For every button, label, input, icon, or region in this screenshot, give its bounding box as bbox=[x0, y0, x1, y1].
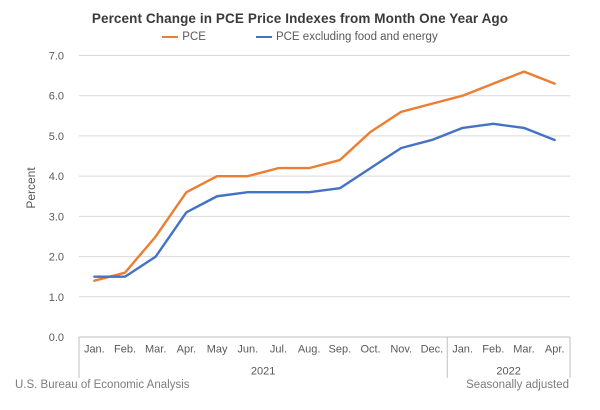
core-pce-line-marker-icon bbox=[255, 35, 272, 39]
x-tick-label: Sep. bbox=[329, 344, 352, 356]
x-tick-label: Dec. bbox=[421, 344, 444, 356]
legend-item-core-pce: PCE excluding food and energy bbox=[255, 31, 438, 43]
chart-legend: PCE PCE excluding food and energy bbox=[0, 31, 600, 43]
year-label: 2022 bbox=[496, 366, 520, 378]
y-tick-label: 1.0 bbox=[49, 292, 64, 304]
x-tick-label: Feb. bbox=[482, 344, 504, 356]
y-tick-label: 0.0 bbox=[49, 332, 64, 344]
x-tick-label: Mar. bbox=[145, 344, 166, 356]
x-tick-label: May bbox=[207, 344, 228, 356]
chart-title: Percent Change in PCE Price Indexes from… bbox=[91, 11, 509, 26]
pce-line-marker-icon bbox=[162, 35, 179, 39]
source-note: U.S. Bureau of Economic Analysis bbox=[15, 379, 190, 391]
x-tick-label: Oct. bbox=[360, 344, 380, 356]
y-tick-label: 4.0 bbox=[49, 171, 64, 183]
y-tick-label: 7.0 bbox=[49, 51, 64, 63]
y-tick-label: 6.0 bbox=[49, 91, 64, 103]
y-axis-title: Percent bbox=[24, 167, 38, 209]
x-tick-label: Jul. bbox=[270, 344, 287, 356]
legend-label-pce: PCE bbox=[182, 31, 206, 43]
x-tick-label: Nov. bbox=[390, 344, 412, 356]
x-tick-label: Mar. bbox=[513, 344, 534, 356]
series-line-pce bbox=[93, 70, 556, 282]
legend-label-core-pce: PCE excluding food and energy bbox=[275, 31, 438, 43]
x-tick-label: Jun. bbox=[237, 344, 258, 356]
y-tick-label: 5.0 bbox=[49, 131, 64, 143]
series-line-core-pce bbox=[93, 122, 556, 278]
x-tick-label: Apr. bbox=[545, 344, 565, 356]
year-label: 2021 bbox=[251, 366, 275, 378]
adjustment-note: Seasonally adjusted bbox=[466, 379, 569, 391]
x-tick-label: Jan. bbox=[452, 344, 473, 356]
y-tick-label: 2.0 bbox=[49, 252, 64, 264]
x-tick-label: Jan. bbox=[84, 344, 105, 356]
x-tick-label: Apr. bbox=[177, 344, 197, 356]
x-tick-label: Aug. bbox=[298, 344, 321, 356]
legend-item-pce: PCE bbox=[162, 31, 206, 43]
x-tick-label: Feb. bbox=[114, 344, 136, 356]
y-tick-label: 3.0 bbox=[49, 211, 64, 223]
